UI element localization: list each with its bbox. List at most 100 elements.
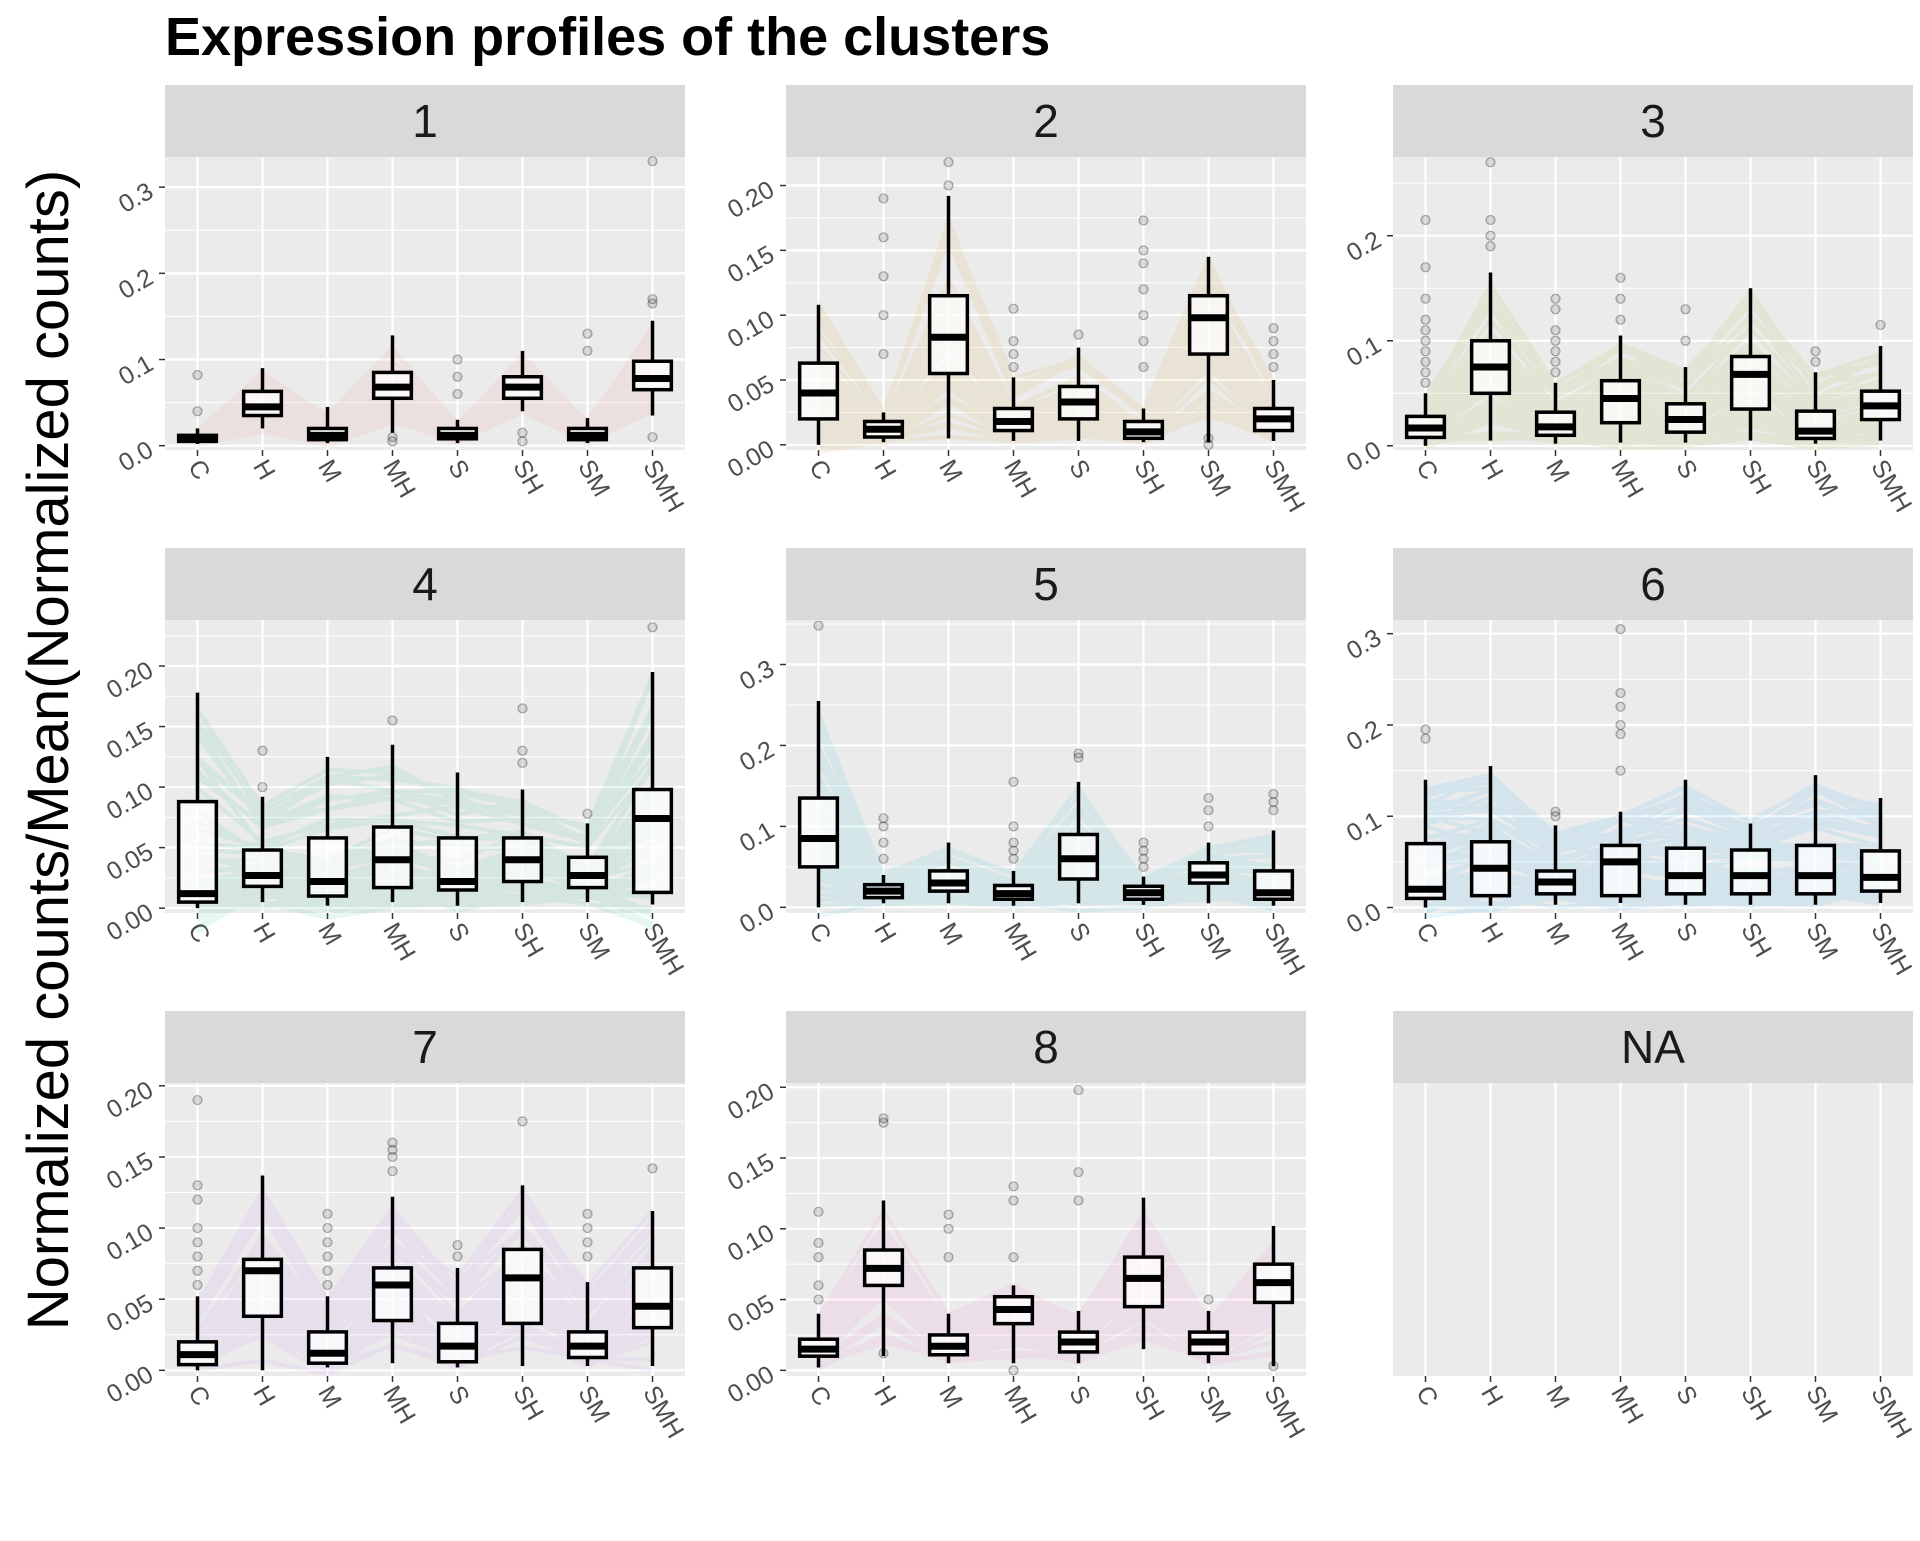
profile-line (816, 1228, 1275, 1333)
facet-strip (165, 1011, 685, 1083)
profile-line (1424, 771, 1881, 840)
box-SH (501, 703, 544, 903)
profile-line (195, 1230, 654, 1335)
profile-line (816, 1222, 1275, 1337)
profile-line (195, 1202, 654, 1322)
outlier-point (1550, 325, 1561, 336)
profile-line (1425, 808, 1881, 852)
box-M (927, 842, 970, 904)
outlier-point (1073, 1195, 1084, 1206)
profile-line (195, 757, 655, 850)
outlier-point (1073, 1084, 1084, 1096)
box-M (927, 157, 970, 439)
facet-panel-6: 60.00.10.20.3C H M MH S SH SM SMH (1342, 548, 1917, 980)
outlier-point (1008, 776, 1019, 787)
profile-line (195, 1232, 654, 1336)
profile-line (817, 1332, 1274, 1371)
outlier-point (1485, 241, 1496, 252)
profile-line (1423, 295, 1881, 399)
box-SMH (1252, 1225, 1295, 1372)
box-MH (1599, 624, 1642, 903)
box-iqr (631, 787, 674, 895)
outlier-point (1138, 361, 1149, 373)
box-M (1534, 293, 1577, 444)
profile-line (195, 1208, 654, 1327)
profile-line (818, 894, 1274, 918)
outlier-point (387, 1144, 398, 1155)
outlier-point (1203, 821, 1214, 832)
profile-line (1425, 435, 1881, 447)
box-SM (566, 808, 609, 903)
profile-line (817, 876, 1274, 908)
box-SMH (1252, 788, 1295, 906)
facet-strip (786, 548, 1306, 620)
facet-strip-label: 2 (1033, 95, 1059, 147)
profile-line (816, 1207, 1275, 1325)
profile-line (196, 337, 655, 433)
profile-line (816, 729, 1274, 884)
box-MH (371, 715, 414, 903)
box-iqr (1187, 293, 1230, 356)
box-iqr (797, 796, 840, 869)
profile-line (197, 886, 653, 913)
outlier-point (1073, 1167, 1084, 1178)
outlier-point (1203, 433, 1214, 444)
profile-line (195, 1193, 655, 1317)
box-MH (992, 303, 1035, 441)
profile-line (816, 1214, 1275, 1332)
profile-line (1424, 813, 1882, 868)
profile-line (197, 876, 654, 919)
profile-line (1423, 316, 1882, 412)
box-iqr (306, 1330, 349, 1365)
outlier-point (943, 1223, 954, 1234)
profile-line (195, 677, 655, 842)
outlier-point (1420, 733, 1431, 744)
outlier-point (452, 354, 463, 365)
facet-panel-3: 30.00.10.2C H M MH S SH SM SMH (1342, 85, 1917, 517)
outlier-point (1485, 214, 1496, 226)
box-H (862, 1113, 905, 1359)
outlier-point (322, 1237, 333, 1248)
box-M (1534, 806, 1577, 905)
facet-panel-2: 20.000.050.100.150.20C H M MH S SH SM SMH (723, 85, 1310, 517)
outlier-point (878, 348, 889, 360)
box-iqr (1122, 1255, 1165, 1309)
outlier-point (1420, 314, 1431, 325)
profile-line (195, 713, 655, 834)
facet-strip (165, 548, 685, 620)
box-H (241, 368, 284, 429)
box-S (1057, 1084, 1100, 1364)
outlier-point (1268, 335, 1279, 347)
outlier-point (1268, 1360, 1279, 1372)
box-C (1404, 724, 1447, 908)
outlier-point (322, 1279, 333, 1291)
outlier-point (813, 1252, 824, 1263)
outlier-point (878, 853, 889, 864)
box-M (306, 756, 349, 906)
profile-line (195, 1185, 654, 1318)
outlier-point (1008, 303, 1019, 314)
outlier-point (1138, 853, 1149, 864)
outlier-point (1615, 624, 1626, 635)
box-SMH (1252, 323, 1295, 441)
outlier-point (1810, 346, 1821, 357)
outlier-point (1810, 356, 1821, 367)
box-C (797, 1206, 840, 1368)
profile-line (1425, 787, 1882, 838)
profile-line (195, 1191, 655, 1314)
profile-line (818, 890, 1274, 908)
outlier-point (1008, 853, 1019, 864)
profile-line (1424, 802, 1881, 861)
outlier-point (1550, 335, 1561, 346)
profile-line (195, 1188, 654, 1318)
profile-line (195, 1211, 654, 1323)
box-iqr (1859, 849, 1902, 893)
box-iqr (631, 1266, 674, 1330)
profile-line (1425, 428, 1881, 450)
profile-line (1423, 280, 1881, 404)
outlier-point (322, 1251, 333, 1262)
profile-line (196, 1324, 654, 1375)
outlier-point (1420, 724, 1431, 735)
profile-line (816, 761, 1274, 887)
